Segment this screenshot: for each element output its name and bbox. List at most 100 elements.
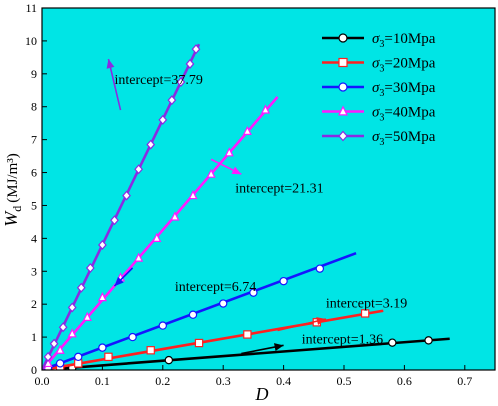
legend-label: σ3=30Mpa	[372, 80, 436, 99]
legend-label: σ3=20Mpa	[372, 56, 436, 75]
annotation-label: intercept=1.36	[302, 333, 383, 348]
legend-item-3: σ3=30Mpa	[322, 80, 436, 99]
y-tick-label: 2	[31, 297, 37, 311]
data-point	[74, 352, 83, 362]
annotation-arrow-head	[274, 343, 284, 351]
data-point	[104, 352, 113, 362]
data-point	[134, 164, 144, 175]
data-point	[152, 232, 162, 242]
data-point	[58, 322, 68, 333]
data-point	[76, 282, 86, 293]
annotation-label: intercept=37.79	[114, 73, 202, 88]
legend-item-2: σ3=20Mpa	[322, 56, 436, 75]
plot-frame	[41, 7, 496, 371]
data-point	[55, 344, 65, 354]
legend-marker	[338, 57, 348, 68]
x-axis-title: D	[255, 384, 269, 404]
data-point	[206, 168, 216, 178]
data-point	[158, 321, 167, 330]
annotation-arrow-head	[231, 166, 242, 175]
data-point	[194, 338, 204, 348]
data-point	[185, 58, 195, 69]
plot-background	[42, 8, 495, 370]
y-tick-label: 4	[31, 231, 37, 245]
annotation-label: intercept=6.74	[175, 280, 256, 295]
data-point	[249, 288, 258, 297]
annotation-arrow-head	[316, 317, 326, 325]
legend-item-4: σ3=40Mpa	[322, 105, 436, 124]
y-tick-label: 10	[25, 34, 37, 48]
y-axis-title-unit: (MJ/m³)	[5, 153, 21, 203]
data-point	[146, 139, 156, 150]
legend-label: σ3=10Mpa	[372, 31, 436, 50]
data-point	[424, 336, 433, 345]
annotation-arrow-head	[114, 276, 124, 287]
data-point	[279, 276, 288, 286]
y-tick-label: 6	[31, 166, 37, 180]
data-point	[158, 114, 168, 125]
data-point	[85, 262, 95, 273]
x-tick-label: 0.6	[397, 374, 412, 388]
data-point	[164, 355, 174, 365]
series-4	[42, 96, 279, 370]
data-point	[243, 330, 252, 339]
data-point	[43, 351, 53, 362]
y-tick-label: 8	[31, 100, 37, 114]
data-point	[224, 147, 234, 157]
data-point	[110, 215, 119, 226]
data-point	[315, 264, 325, 273]
y-tick-label: 1	[31, 330, 37, 344]
x-tick-label: 0.1	[95, 374, 110, 388]
legend-label: σ3=40Mpa	[372, 105, 436, 124]
x-tick-label: 0.5	[337, 374, 352, 388]
annotation-label: intercept=21.31	[235, 181, 323, 196]
x-tick-label: 0.4	[276, 374, 291, 388]
data-point	[260, 104, 271, 114]
data-point	[67, 302, 77, 313]
data-point	[170, 211, 180, 221]
data-point	[128, 332, 137, 342]
data-point	[188, 310, 198, 319]
y-tick-label: 9	[31, 67, 37, 81]
series-layer	[42, 43, 450, 370]
annotation-4: intercept=3.19	[277, 297, 407, 332]
data-point	[242, 125, 252, 136]
y-tick-label: 7	[31, 133, 37, 147]
series-line	[42, 337, 450, 370]
annotation-1: intercept=37.79	[106, 58, 203, 111]
y-tick-label: 3	[31, 264, 37, 278]
data-point	[97, 292, 107, 302]
data-point	[188, 190, 198, 200]
legend-item-5: σ3=50Mpa	[322, 129, 436, 148]
x-tick-label: 0.3	[216, 374, 231, 388]
series-5	[42, 43, 201, 370]
svg-text:Wd(MJ/m³): Wd (MJ/m³)	[1, 153, 24, 227]
series-line	[42, 96, 279, 370]
y-tick-label: 11	[25, 1, 37, 15]
data-point	[98, 343, 107, 352]
data-point	[98, 239, 107, 250]
annotation-arrow-head	[106, 59, 115, 69]
data-point	[360, 309, 370, 318]
annotation-3: intercept=6.74	[113, 267, 256, 295]
series-3	[42, 251, 357, 370]
data-point	[167, 95, 177, 106]
data-point	[82, 311, 92, 321]
data-point	[218, 299, 228, 308]
legend-marker	[338, 105, 348, 116]
series-line	[42, 251, 357, 370]
legend-marker	[338, 130, 348, 142]
data-point	[191, 44, 201, 55]
tick-labels: 0.0 0.1 0.2 0.3 0.4 0.5 0.6 0.7 0 1 2 3 4 5 6 7 8 9 10 11	[25, 1, 472, 388]
annotation-5: intercept=1.36	[241, 333, 383, 355]
series-line	[42, 309, 384, 370]
data-point	[176, 77, 186, 88]
annotation-2: intercept=21.31	[210, 158, 324, 196]
legend-marker	[338, 33, 348, 43]
x-tick-label: 0.0	[35, 374, 50, 388]
data-point	[122, 190, 131, 201]
x-tick-label: 0.2	[155, 374, 170, 388]
data-point	[67, 328, 77, 338]
data-point	[49, 338, 59, 349]
